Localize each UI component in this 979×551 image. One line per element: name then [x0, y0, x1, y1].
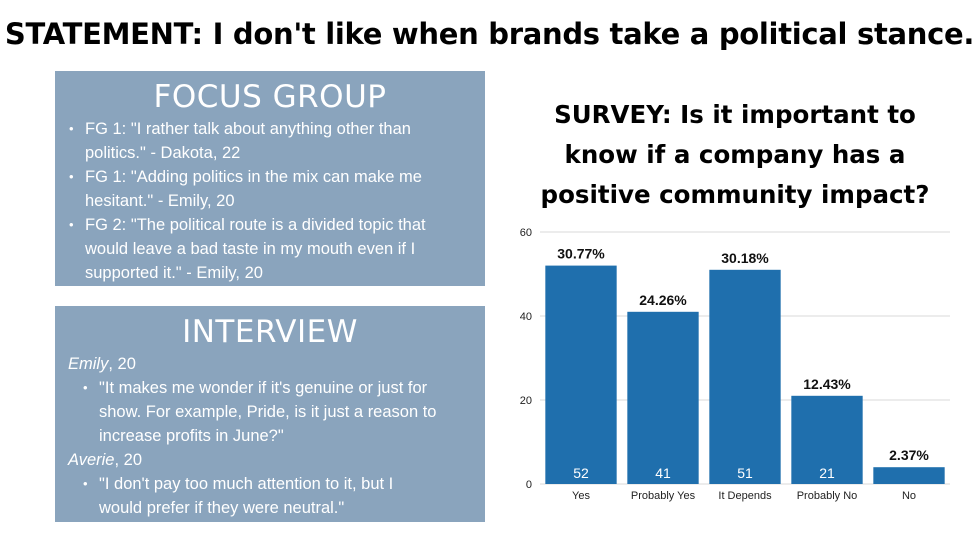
bar-value-label: 41 [655, 465, 671, 481]
survey-title-line: SURVEY: Is it important to [554, 100, 916, 129]
percent-label: 2.37% [889, 447, 929, 463]
statement-title: STATEMENT: I don't like when brands take… [4, 17, 975, 51]
bar [627, 311, 699, 484]
quote-line: supported it." - Emily, 20 [85, 264, 263, 282]
quote-line: FG 1: "I rather talk about anything othe… [85, 120, 411, 138]
bar-value-label: 21 [819, 465, 835, 481]
survey-title-line: positive community impact? [540, 180, 930, 209]
quote-line: FG 2: "The political route is a divided … [85, 216, 426, 234]
percent-label: 30.77% [557, 246, 605, 262]
y-tick-label: 40 [520, 311, 532, 323]
bar [873, 467, 945, 484]
percent-label: 12.43% [803, 376, 851, 392]
interviewee-name: Averie [68, 451, 115, 469]
x-tick-label: No [902, 490, 916, 502]
bar [791, 395, 863, 484]
x-tick-label: Yes [572, 490, 590, 502]
quote-line: increase profits in June?" [99, 427, 284, 445]
bar-value-label: 52 [573, 465, 589, 481]
interview-title: INTERVIEW [182, 314, 358, 350]
x-tick-label: It Depends [718, 490, 772, 502]
interviewee-averie: Averie, 20 [55, 448, 485, 472]
x-tick-label: Probably No [797, 490, 858, 502]
interviewee-age: , 20 [108, 355, 136, 373]
interviewee-age: , 20 [114, 451, 143, 469]
list-item: "I don't pay too much attention to it, b… [83, 472, 475, 520]
list-item: FG 1: "Adding politics in the mix can ma… [69, 165, 475, 213]
survey-title-line: know if a company has a [564, 140, 906, 169]
percent-label: 30.18% [721, 250, 769, 266]
y-tick-label: 20 [520, 395, 532, 407]
x-tick-label: Probably Yes [631, 490, 696, 502]
quote-line: show. For example, Pride, is it just a r… [99, 403, 437, 421]
y-tick-label: 60 [520, 227, 532, 239]
list-item: "It makes me wonder if it's genuine or j… [83, 376, 475, 448]
quote-line: "It makes me wonder if it's genuine or j… [99, 379, 428, 397]
list-item: FG 2: "The political route is a divided … [69, 213, 475, 285]
bar [709, 269, 781, 484]
percent-label: 24.26% [639, 292, 687, 308]
interview-quote-list: "I don't pay too much attention to it, b… [55, 472, 485, 520]
interview-panel: INTERVIEW Emily, 20 "It makes me wonder … [55, 306, 485, 522]
quote-line: FG 1: "Adding politics in the mix can ma… [85, 168, 422, 186]
focus-group-panel: FOCUS GROUP FG 1: "I rather talk about a… [55, 71, 485, 286]
focus-group-title: FOCUS GROUP [153, 79, 387, 115]
interviewee-name: Emily [68, 355, 109, 373]
bar [545, 265, 617, 484]
interviewee-emily: Emily, 20 [55, 352, 485, 376]
bar-value-label: 51 [737, 465, 753, 481]
focus-group-list: FG 1: "I rather talk about anything othe… [55, 117, 485, 285]
quote-line: "I don't pay too much attention to it, b… [99, 475, 394, 493]
quote-line: politics." - Dakota, 22 [85, 144, 241, 162]
quote-line: would prefer if they were neutral." [99, 499, 345, 517]
survey-title: SURVEY: Is it important to know if a com… [520, 95, 950, 215]
list-item: FG 1: "I rather talk about anything othe… [69, 117, 475, 165]
survey-bar-chart: 0 20 40 60 30.77% 52 Yes 24.26% 41 Probably Yes 30… [520, 227, 950, 502]
quote-line: would leave a bad taste in my mouth even… [85, 240, 416, 258]
quote-line: hesitant." - Emily, 20 [85, 192, 235, 210]
y-tick-label: 0 [526, 479, 532, 491]
interview-quote-list: "It makes me wonder if it's genuine or j… [55, 376, 485, 448]
